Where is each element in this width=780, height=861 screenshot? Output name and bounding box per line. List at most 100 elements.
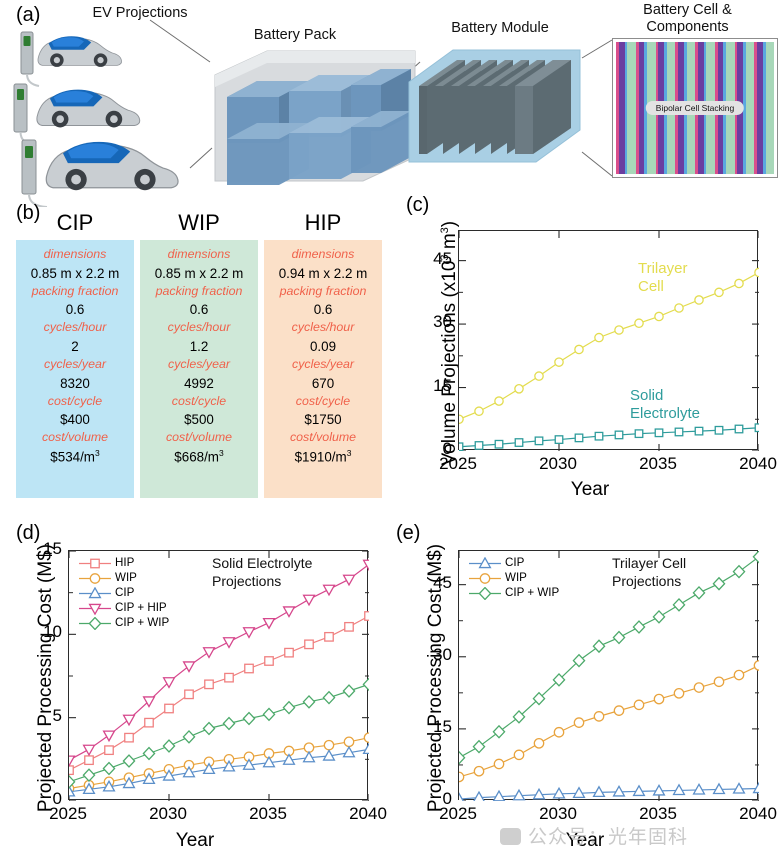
- x-tick-label: 2035: [639, 804, 677, 823]
- param-key: cycles/hour: [291, 320, 355, 335]
- x-tick-label: 2040: [739, 804, 777, 823]
- param-value: 0.09: [309, 338, 337, 354]
- legend-swatch: [78, 602, 112, 616]
- y-tick-label: 15: [433, 375, 452, 395]
- param-value: $668/m3: [174, 447, 224, 465]
- panel-c-annotation-solid-electrolyte: Solid Electrolyte: [630, 387, 701, 422]
- x-tick-label: 2025: [49, 804, 87, 823]
- battery-pack-label: Battery Pack: [253, 27, 337, 43]
- panel-e-tag: (e): [396, 522, 421, 544]
- param-value: 0.94 m x 2.2 m: [278, 265, 368, 281]
- param-value: $1910/m3: [294, 447, 352, 465]
- legend-swatch: [468, 556, 502, 569]
- series-cip: [459, 781, 759, 801]
- series-cip-wip: [459, 551, 759, 765]
- panel-b-column-header-cip: CIP: [56, 210, 94, 235]
- panel-c-annotation-trilayer: Trilayer Cell: [638, 260, 688, 295]
- param-value: 0.85 m x 2.2 m: [30, 265, 120, 281]
- x-tick-label: 2035: [249, 804, 287, 823]
- param-value: 8320: [60, 375, 90, 391]
- param-value: 0.6: [189, 302, 209, 318]
- x-tick-label: 2035: [639, 454, 677, 473]
- panel-c-volume-projections-chart: (c) Volume Projections (x103 m3) 0 15 30 45…: [400, 192, 780, 522]
- legend-item-cip-wip[interactable]: CIP + WIP: [78, 615, 169, 631]
- y-tick-label: 0: [442, 439, 452, 458]
- panel-e-title-line1: Trilayer Cell: [612, 555, 687, 571]
- y-tick-label: 45: [433, 572, 452, 592]
- panel-b-column-header-wip: WIP: [178, 210, 220, 235]
- param-key: cycles/year: [168, 356, 230, 371]
- param-value: 0.85 m x 2.2 m: [154, 265, 244, 281]
- legend-label: CIP + WIP: [505, 586, 560, 599]
- y-tick-label: 15: [433, 716, 452, 736]
- legend-label: CIP: [115, 586, 135, 599]
- param-value: 0.6: [65, 302, 85, 318]
- y-tick-label: 10: [43, 622, 62, 642]
- param-key: packing fraction: [31, 283, 119, 298]
- legend-swatch: [78, 572, 112, 584]
- x-tick-label: 2025: [439, 454, 477, 473]
- legend-label: CIP: [505, 556, 525, 569]
- legend-item-hip[interactable]: HIP: [78, 555, 169, 570]
- param-value: 2: [71, 338, 79, 354]
- legend-item-cip-hip[interactable]: CIP + HIP: [78, 600, 169, 616]
- battery-module-illustration: [408, 49, 581, 163]
- bipolar-cell-stacking-label: Bipolar Cell Stacking: [645, 101, 745, 115]
- panel-b-column-cip: dimensions 0.85 m x 2.2 m packing fraction…: [16, 240, 134, 498]
- y-tick-label: 5: [52, 705, 62, 725]
- panel-d-x-axis-label: Year: [175, 830, 215, 851]
- legend-label: WIP: [505, 571, 527, 584]
- param-key: dimensions: [291, 247, 355, 261]
- cell-layer-stripe: [762, 42, 766, 174]
- ev-projections-label: EV Projections: [92, 5, 188, 21]
- param-key: cost/cycle: [171, 393, 227, 408]
- param-value: 670: [311, 375, 335, 391]
- series-solid-electrolyte: [459, 423, 759, 451]
- param-key: cost/volume: [289, 430, 357, 445]
- param-key: cost/cycle: [295, 393, 351, 408]
- panel-d-legend: HIP WIP CIP CIP + HIP CIP + WIP: [78, 555, 169, 631]
- legend-item-cip[interactable]: CIP: [468, 555, 559, 570]
- legend-item-cip-wip[interactable]: CIP + WIP: [468, 585, 560, 601]
- param-key: cost/volume: [41, 430, 109, 445]
- cell-layer-stripe: [624, 42, 628, 174]
- cell-layer-stripe: [765, 42, 774, 174]
- cell-layer-stripe: [638, 42, 645, 174]
- legend-label: WIP: [115, 571, 137, 584]
- param-value: $1750: [304, 412, 342, 428]
- legend-item-cip[interactable]: CIP: [78, 585, 169, 600]
- cell-layer-stripe: [745, 42, 755, 174]
- panel-b-column-wip: dimensions 0.85 m x 2.2 m packing fraction…: [140, 240, 258, 498]
- panel-a-tag: (a): [16, 4, 41, 26]
- battery-cell-label-line1: Battery Cell &: [643, 2, 732, 18]
- param-key: cycles/hour: [43, 320, 107, 335]
- series-cip: [69, 742, 369, 797]
- y-tick-label: 45: [433, 248, 452, 268]
- legend-item-wip[interactable]: WIP: [78, 570, 169, 585]
- x-tick-label: 2025: [439, 804, 477, 823]
- param-key: cycles/year: [44, 356, 106, 371]
- legend-swatch: [78, 616, 112, 631]
- param-key: packing fraction: [279, 283, 367, 298]
- param-key: cycles/year: [292, 356, 354, 371]
- x-tick-label: 2030: [149, 804, 187, 823]
- param-value: $500: [184, 412, 214, 428]
- x-tick-label: 2030: [539, 804, 577, 823]
- panel-d-tag: (d): [16, 522, 41, 544]
- legend-label: CIP + HIP: [115, 601, 167, 614]
- param-value: 4992: [184, 375, 214, 391]
- panel-b-tag: (b): [16, 202, 41, 224]
- panel-d-solid-electrolyte-chart: (d) Projected Processing Cost (M$) 0 5 10 1…: [0, 522, 390, 861]
- panel-d-axes: [68, 550, 369, 801]
- battery-module-label: Battery Module: [451, 20, 549, 36]
- panel-e-axes: [458, 550, 759, 801]
- legend-label: HIP: [115, 556, 135, 569]
- param-key: dimensions: [43, 247, 107, 261]
- cell-layer-stripe: [757, 42, 763, 174]
- panel-d-title-line2: Projections: [212, 573, 282, 589]
- panel-c-tag: (c): [406, 194, 430, 216]
- legend-item-wip[interactable]: WIP: [468, 570, 559, 585]
- series-wip: [69, 732, 369, 794]
- panel-e-title-line2: Projections: [612, 573, 682, 589]
- panel-e-x-axis-label: Year: [565, 830, 605, 851]
